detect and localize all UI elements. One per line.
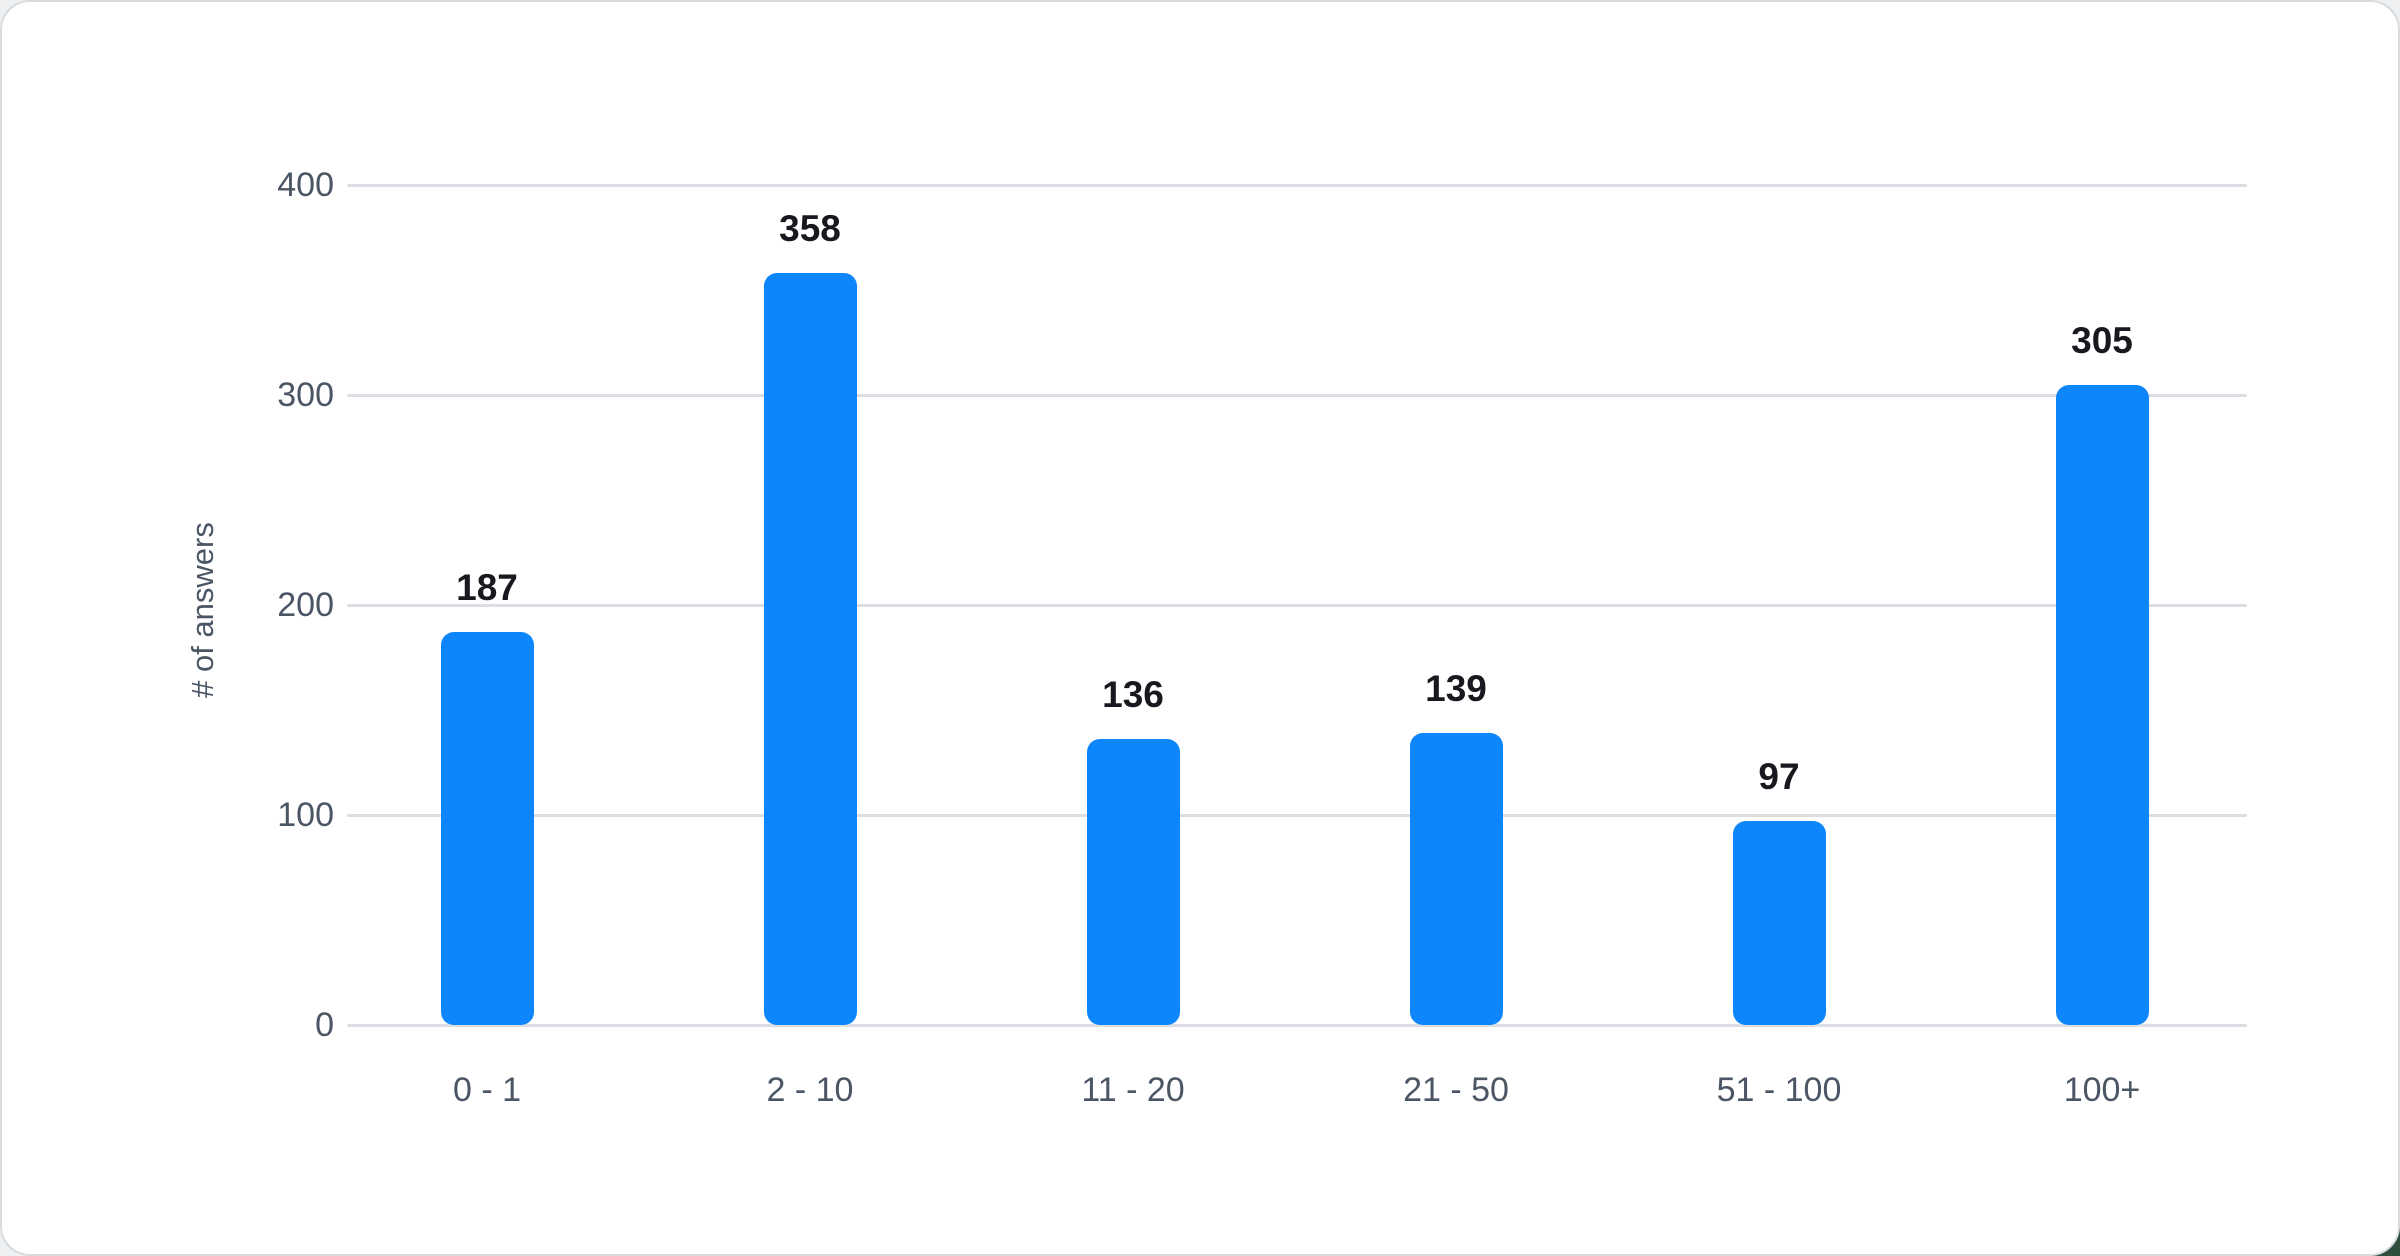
bar-21 - 50 <box>1409 733 1503 1025</box>
x-axis-label-11 - 20: 11 - 20 <box>1081 1071 1185 1109</box>
gridline-y-200 <box>347 604 2247 607</box>
bar-value-label-0 - 1: 187 <box>456 567 518 609</box>
y-tick-label-300: 300 <box>277 376 334 414</box>
y-tick-label-200: 200 <box>277 586 334 624</box>
bar-0 - 1 <box>440 632 534 1025</box>
bar-value-label-21 - 50: 139 <box>1425 668 1487 710</box>
y-tick-label-0: 0 <box>315 1006 334 1044</box>
gridline-y-400 <box>347 184 2247 187</box>
x-axis-label-2 - 10: 2 - 10 <box>766 1071 854 1109</box>
x-axis-label-51 - 100: 51 - 100 <box>1716 1071 1842 1109</box>
y-tick-label-100: 100 <box>277 796 334 834</box>
gridline-y-300 <box>347 394 2247 397</box>
bars-layer: 187 358 136 139 97 305 <box>347 185 2247 1025</box>
x-axis-label-100+: 100+ <box>2063 1071 2141 1109</box>
gridline-y-100 <box>347 814 2247 817</box>
gridline-y-0 <box>347 1024 2247 1027</box>
bar-2 - 10 <box>763 273 857 1025</box>
y-tick-label-400: 400 <box>277 166 334 204</box>
x-axis-label-0 - 1: 0 - 1 <box>452 1071 522 1109</box>
bar-value-label-2 - 10: 358 <box>779 208 841 250</box>
bar-value-label-51 - 100: 97 <box>1758 756 1800 798</box>
bar-value-label-100+: 305 <box>2071 319 2133 361</box>
bar-11 - 20 <box>1086 739 1180 1025</box>
x-axis-label-21 - 50: 21 - 50 <box>1403 1071 1509 1109</box>
bar-51 - 100 <box>1732 821 1826 1025</box>
x-axis-labels: 0 - 1 2 - 10 11 - 20 21 - 50 51 - 100 100+ <box>347 1070 2247 1130</box>
bar-value-label-11 - 20: 136 <box>1102 674 1164 716</box>
bar-100+ <box>2055 384 2149 1025</box>
